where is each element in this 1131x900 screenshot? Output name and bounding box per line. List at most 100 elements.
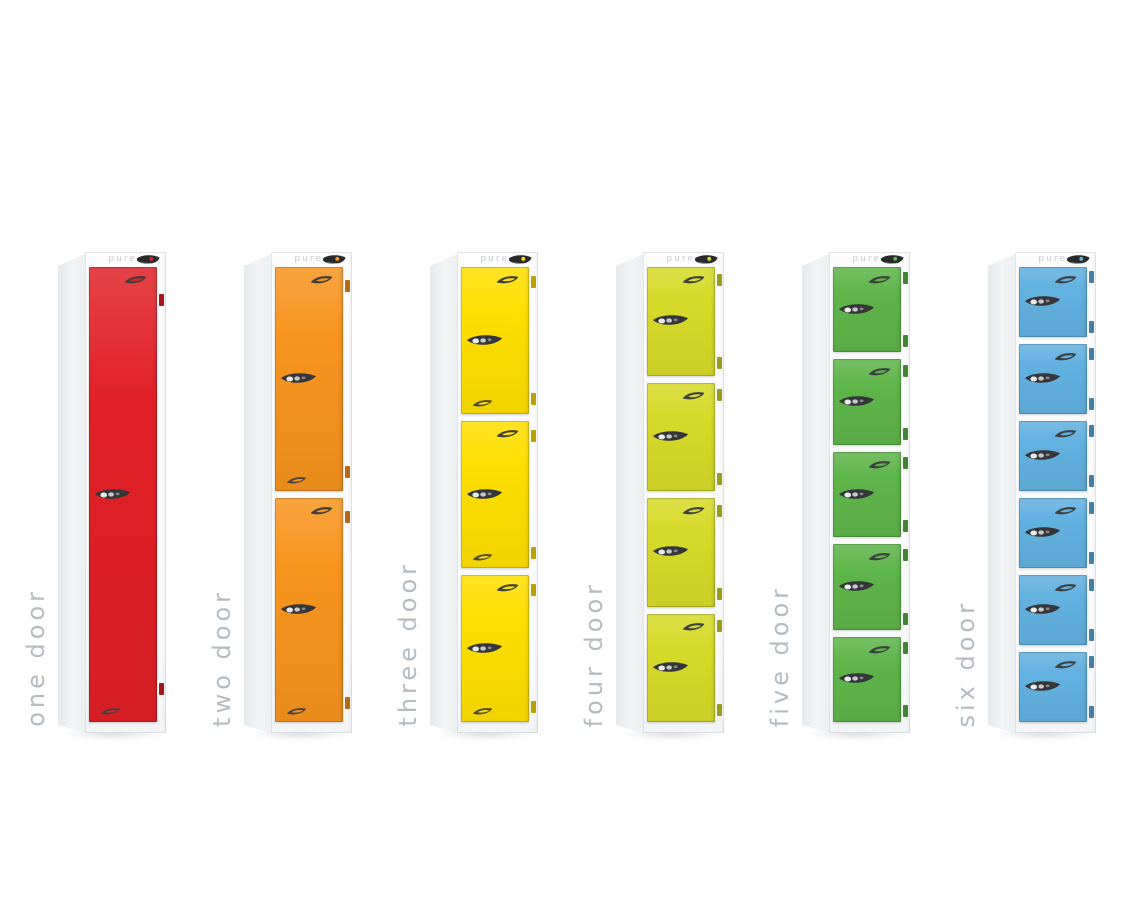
door-stack — [461, 267, 536, 722]
pure-swoosh-icon — [1054, 507, 1077, 515]
cam-lock-icon — [321, 254, 347, 265]
six-door-door-5 — [1019, 575, 1094, 645]
hinge-icon — [345, 696, 350, 709]
hinge-icon — [159, 294, 164, 307]
four-door-door-2 — [647, 382, 722, 491]
hinge-icon — [717, 620, 722, 632]
cam-lock-icon — [880, 255, 904, 264]
hinge-icon — [903, 704, 908, 717]
hinge-icon — [903, 549, 908, 562]
locker-top-frame: pure — [1015, 252, 1096, 267]
locker-label-six-door: six door — [952, 599, 980, 727]
locker-front: pure — [271, 252, 352, 733]
door-handle-icon — [1024, 373, 1061, 383]
door-handle-icon — [94, 487, 131, 502]
door-handle-icon — [652, 660, 689, 675]
locker-label-one-door: one door — [22, 588, 50, 727]
door-handle-icon — [94, 488, 131, 499]
cam-lock-icon — [507, 254, 533, 265]
locker-group-three-door: three door pure — [394, 252, 538, 733]
hinge-icon — [717, 357, 722, 369]
pure-swoosh-icon — [867, 275, 892, 285]
hinge-icon — [903, 335, 908, 348]
door-handle-icon — [466, 641, 503, 656]
pure-swoosh-icon — [496, 430, 519, 438]
pure-swoosh-icon — [1054, 276, 1077, 284]
locker-front: pure — [457, 252, 538, 733]
door-handle-icon — [838, 673, 875, 684]
brand-logo: pure — [666, 254, 695, 264]
pure-swoosh-icon — [682, 622, 705, 630]
door-handle-icon — [652, 315, 689, 326]
cam-lock-icon — [136, 255, 160, 264]
door-handle-icon — [1024, 527, 1061, 537]
pure-swoosh-icon — [1054, 661, 1077, 669]
locker-label-three-door: three door — [394, 561, 422, 727]
five-door-door-4 — [833, 544, 908, 630]
four-door-door-1 — [647, 267, 722, 376]
pure-swoosh-icon — [472, 553, 493, 562]
door-handle-icon — [1024, 449, 1061, 464]
locker-label-four-door: four door — [580, 580, 608, 727]
pure-swoosh-icon — [868, 276, 891, 284]
pure-swoosh-icon — [681, 506, 706, 516]
five-door-door-1 — [833, 267, 908, 353]
pure-swoosh-icon — [1053, 429, 1078, 439]
four-door-door-4 — [647, 613, 722, 722]
door-handle-icon — [280, 603, 317, 618]
six-door-door-2 — [1019, 344, 1094, 414]
door-handle-icon — [838, 395, 875, 410]
brand-logo: pure — [852, 254, 881, 264]
door-handle-icon — [838, 303, 875, 314]
cam-lock-icon — [693, 254, 719, 265]
locker-group-two-door: two door pure — [208, 252, 352, 733]
door-handle-icon — [652, 662, 689, 672]
pure-swoosh-icon — [472, 708, 493, 715]
pure-swoosh-icon — [681, 622, 706, 632]
two-door-door-2 — [275, 498, 350, 722]
hinge-icon — [1089, 320, 1094, 333]
pure-swoosh-icon — [868, 553, 891, 561]
locker-cabinet-one-door: pure — [58, 252, 166, 733]
locker-group-one-door: one door pure — [22, 252, 166, 733]
pure-swoosh-icon — [682, 391, 705, 399]
door-handle-icon — [652, 431, 689, 441]
door-handle-icon — [838, 302, 875, 317]
pure-swoosh-icon — [867, 367, 892, 377]
six-door-door-6 — [1019, 652, 1094, 722]
door-stack — [647, 267, 722, 722]
pure-swoosh-icon — [123, 275, 148, 285]
locker-front: pure — [643, 252, 724, 733]
door-handle-icon — [652, 546, 689, 557]
pure-swoosh-icon — [286, 708, 307, 715]
pure-swoosh-icon — [309, 506, 334, 516]
hinge-icon — [717, 703, 722, 716]
locker-side-panel — [244, 252, 271, 733]
pure-swoosh-icon — [1054, 353, 1077, 361]
three-door-door-2 — [461, 421, 536, 568]
hinge-icon — [903, 272, 908, 285]
pure-swoosh-icon — [286, 707, 307, 716]
cam-lock-icon — [322, 255, 346, 264]
pure-swoosh-icon — [867, 460, 892, 470]
door-stack — [833, 267, 908, 723]
locker-side-panel — [988, 252, 1015, 733]
door-handle-icon — [1024, 295, 1061, 310]
pure-swoosh-icon — [681, 275, 706, 285]
locker-side-panel — [616, 252, 643, 733]
door-handle-icon — [652, 429, 689, 444]
door-handle-icon — [652, 314, 689, 329]
hinge-icon — [717, 588, 722, 600]
hinge-icon — [531, 393, 536, 406]
hinge-icon — [903, 641, 908, 654]
door-handle-icon — [652, 545, 689, 560]
pure-swoosh-icon — [867, 552, 892, 562]
six-door-door-3 — [1019, 421, 1094, 491]
hinge-icon — [159, 682, 164, 695]
locker-top-frame: pure — [271, 252, 352, 267]
pure-swoosh-icon — [472, 707, 493, 716]
hinge-icon — [531, 701, 536, 714]
locker-top-frame: pure — [457, 252, 538, 267]
pure-swoosh-icon — [868, 460, 891, 469]
locker-cabinet-three-door: pure — [430, 252, 538, 733]
